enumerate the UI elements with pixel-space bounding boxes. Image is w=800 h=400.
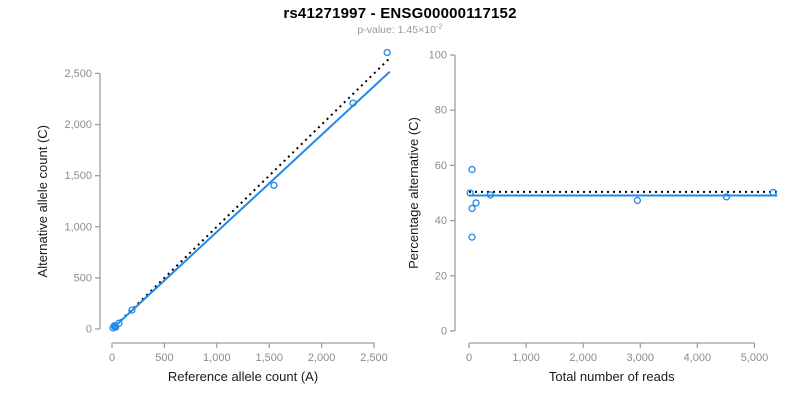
x-tick-label: 2,000 [569,352,597,364]
data-point [633,196,642,205]
x-tick-label: 500 [155,352,173,364]
x-tick-label: 0 [466,352,472,364]
identity-line-dotted [111,57,391,330]
data-point [349,99,357,107]
p-value-text: p-value: 1.45×10 [357,24,436,36]
x-tick-label: 1,500 [255,352,283,364]
y-tick-label: 60 [435,160,447,172]
x-tick-label: 2,500 [360,352,388,364]
y-axis-title: Alternative allele count (C) [35,125,50,277]
y-tick-label: 20 [435,270,447,282]
x-tick-label: 4,000 [684,352,712,364]
data-point [722,193,731,201]
y-tick-label: 2,500 [64,68,92,80]
data-point [486,191,495,199]
data-point [466,189,474,197]
x-tick-label: 1,000 [512,352,540,364]
y-tick-label: 100 [429,50,447,62]
data-point [468,233,476,241]
x-tick-label: 2,000 [308,352,336,364]
p-value-exponent: -2 [435,21,443,31]
y-tick-label: 0 [441,326,447,338]
x-tick-label: 3,000 [627,352,655,364]
data-point [383,48,391,57]
x-axis-title: Total number of reads [549,369,675,384]
x-tick-label: 5,000 [741,352,769,364]
x-tick-label: 0 [109,352,115,364]
y-tick-label: 1,000 [64,221,92,233]
data-point [270,181,278,190]
data-point [472,199,480,207]
page-title: rs41271997 - ENSG00000117152 [283,5,517,22]
y-tick-label: 500 [74,272,92,284]
data-point [128,306,136,314]
y-tick-label: 0 [86,324,92,336]
data-point [468,204,476,213]
right-plot-group: 0 20 40 60 80 100 0 1,000 2,000 3,000 4,000 5,000 To… [406,50,778,384]
data-point [115,319,123,327]
y-tick-label: 40 [435,215,447,227]
x-tick-label: 1,000 [203,352,231,364]
fit-line [111,70,391,330]
y-tick-label: 1,500 [64,170,92,182]
left-plot-group: 0 500 1,000 1,500 2,000 2,500 0 500 1,000 1,500 2,… [35,48,391,384]
data-point [769,188,777,197]
y-axis-title: Percentage alternative (C) [406,117,421,269]
data-point [468,165,476,174]
y-tick-label: 80 [435,105,447,117]
p-value-subtitle: p-value: 1.45×10-2 [0,21,800,36]
y-tick-label: 2,000 [64,119,92,131]
x-axis-title: Reference allele count (A) [168,369,318,384]
